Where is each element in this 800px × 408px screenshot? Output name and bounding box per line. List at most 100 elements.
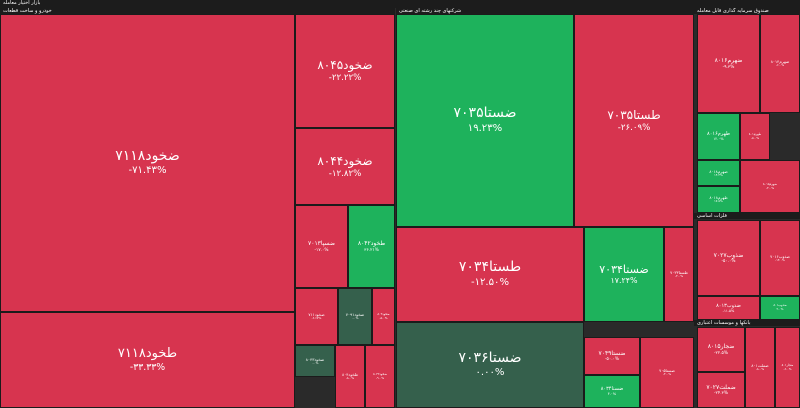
tile-label: طستا۷۰۳۴ [458,259,522,276]
tile-change: -۲۴.۳% [714,391,728,397]
tile: طهرم۸۰۱۶ ۱۲.۰% [697,113,740,160]
tile-label: طخود۸۰۴۲ [357,240,386,248]
tile-change: -۲۲.۵% [714,350,728,356]
tile-label: ضخود۸۰۳ [377,311,390,316]
tile-change: -۵.۰% [750,135,760,140]
tile-label: ضجار۸۰۱۵ [707,343,735,351]
tile-change: -۵۰.۰% [605,357,619,363]
tile: ضستا۷۰۴۹ -۵۰.۰% [584,337,640,375]
tile-change: ۳۶.۲۱% [364,247,379,253]
tile-change: -۸.۰% [345,376,355,381]
tile-change: -۸.۰% [755,367,765,372]
tile-change: ۳.۰% [607,392,617,397]
tile: ضستا۷۰۵ -۴.۰% [640,337,694,408]
tile-label: ضذوب۸۰۱ [773,303,787,308]
tile-change: ۱۹.۲۳% [467,122,503,134]
tile: ضخود۸۰۴۲ -۹.۰% [365,345,395,408]
tile-change: ۱۷.۵% [714,199,723,204]
tile-label: طهرم۸۰۱۸ [709,195,728,201]
tile-change: ۰.۰۰% [475,367,505,379]
tile-change: -۳.۰% [674,274,684,279]
tile-label: ضخود۷۱۱ [308,312,325,318]
tile-change: -۱۷.۰% [314,247,329,253]
tile-label: طستا۷۰۳۵ [607,107,661,122]
tile: طستا۷۰۳۵ -۲۶.۰۹% [574,14,694,227]
tile: طخود۸۰۴۲ ۳۶.۲۱% [348,205,395,288]
tile-change: -۷۱.۴۳% [128,165,167,177]
tile-label: ضستا۷۰۵ [659,368,675,374]
tile: ضخود۷۱۱۸ -۷۱.۴۳% [0,14,295,312]
tile-label: ضذوب۷۰۱۶ [770,253,790,259]
tile: ضملت۷۰۲۷ -۲۴.۳% [697,372,745,408]
tile-label: ضستا۷۰۳۶ [458,349,522,366]
group-title: خودرو و ساخت قطعات [0,8,395,14]
group-title: بانکها و موسسات اعتباری [694,320,800,326]
tile: طهرم۸۰۱ -۵.۰% [740,113,770,160]
tile-change: ۲.۰% [776,307,784,311]
tile-label: ضخود۸۰۴۳ [305,356,325,362]
tile-change: -۵.۰% [379,315,388,320]
tile-change: -۱۲.۸۲% [328,168,362,179]
tile-label: ضهرم۸۰۱۴ [770,59,790,65]
tile: ضخود۷۰۹۱ ۰.۰% [338,288,372,345]
tile-change: ۰.۰% [351,316,359,321]
tile: ضهرم۸۰۱۴ -۶.۰% [760,14,800,113]
tile-label: ضستا۷۰۴۹ [598,349,626,357]
tile-change: -۲۲.۲۲% [328,73,362,84]
tile-change: -۲۶.۰۹% [617,122,651,133]
tile-label: ضستا۷۰۳۴ [599,262,649,276]
tile-label: ضذوب۸۰۱۳ [716,302,741,309]
tile-change: -۳.۰% [765,185,775,190]
tile: ضخود۸۰۳ -۵.۰% [372,288,395,345]
tile-label: طخود۷۱۱۸ [117,346,178,362]
tile-label: ضذوب۷۰۲۷ [713,251,744,259]
tile-label: ضخود۸۰۴۴ [317,153,373,168]
tile: ضجار۸۰۱۵ -۲۲.۵% [697,327,745,372]
tile-label: ضخود۸۰۴۵ [317,58,373,73]
group-title: شرکتهای چند رشته ای صنعتی [396,8,694,14]
group-title: صندوق سرمایه گذاری قابل معامله [694,8,800,14]
tile-change: -۳۳.۳۳% [129,362,166,374]
tile: طستا۷۰۳۳ -۳.۰% [664,227,694,322]
tile: ضهرم۸۰۱۶ -۹.۳% [697,14,760,113]
tile-change: -۹.۰% [375,375,385,380]
tile-label: ضستا۸۰۳۴ [600,386,624,393]
tile: طستا۷۰۳۴ -۱۲.۵۰% [396,227,584,322]
tile: ضذوب۷۰۱۶ -۱۴.۰% [760,220,800,296]
tile-label: ضملت۸۰۱ [751,363,769,369]
tile: ضهرم۸۰۱۸ ۱۴.۴% [697,160,740,186]
tile-change: ۱۲.۰% [713,137,724,142]
tile-label: ضخود۸۰۴۲ [373,371,387,376]
tile-change: ۰.۰% [311,360,319,365]
tile: ضستا۷۰۳۵ ۱۹.۲۳% [396,14,574,227]
tile: ضذوب۷۰۲۷ -۵۰.۰% [697,220,760,296]
tile: ضملت۸۰۱ -۸.۰% [745,327,775,408]
tile: ضسپا۷۰۱۳ -۱۷.۰% [295,205,348,288]
market-title: بازار اختیار معامله [0,0,800,8]
tile-change: -۹.۳% [722,64,735,70]
tile-label: ضستا۷۰۳۵ [453,105,517,122]
tile-change: -۶.۶۷% [311,316,322,321]
tile-change: ۱۷.۲۴% [610,276,638,286]
tile-change: -۱۴.۰% [775,257,785,262]
group-title: فلزات اساسی [694,213,800,219]
tile-label: طهرم۸۰۱۶ [707,131,730,138]
tile-label: ضهرم۸۰۱۸ [709,168,728,174]
tile-label: ضهرم۸۰۱۵ [763,181,777,186]
tile: طخود۸۰۴ -۸.۰% [335,345,365,408]
tile: طخود۷۱۱۸ -۳۳.۳۳% [0,312,295,408]
tile-label: ضخود۷۱۱۸ [115,147,180,164]
tile-label: ضجار۸۰۱ [781,362,794,367]
tile: ضخود۸۰۴۵ -۲۲.۲۲% [295,14,395,128]
tile: ضخود۸۰۴۳ ۰.۰% [295,345,335,377]
tile-change: -۱۲.۵۰% [470,276,510,288]
tile: ضهرم۸۰۱۵ -۳.۰% [740,160,800,213]
tile: ضذوب۸۰۱۳ -۱۱.۵% [697,296,760,320]
tile-change: -۱۱.۵% [722,308,735,313]
tile: ضستا۸۰۳۴ ۳.۰% [584,375,640,408]
tile-label: طستا۷۰۳۳ [670,270,688,276]
tile: ضذوب۸۰۱ ۲.۰% [760,296,800,320]
tile: ضستا۷۰۳۴ ۱۷.۲۴% [584,227,664,322]
tile: ضخود۷۱۱ -۶.۶۷% [295,288,338,345]
